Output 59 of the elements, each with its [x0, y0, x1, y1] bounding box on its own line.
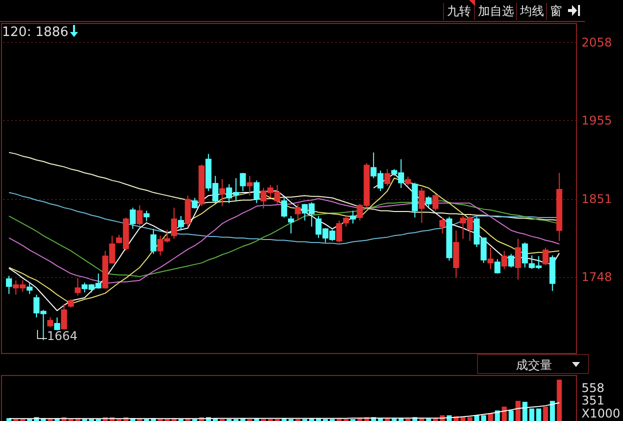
candlestick [508, 253, 514, 268]
bar [550, 400, 555, 421]
candlestick [281, 197, 288, 218]
bar [556, 380, 562, 421]
candlestick [515, 238, 522, 280]
y-tick-label: 558 [582, 380, 604, 395]
candlestick [501, 250, 508, 270]
candlestick [6, 275, 12, 294]
candlestick [426, 196, 432, 208]
candlestick [404, 176, 411, 186]
candlestick [294, 203, 301, 222]
candlestick [144, 210, 150, 222]
candlestick [542, 247, 549, 266]
bar [488, 413, 494, 421]
candlestick [432, 194, 438, 212]
text: 成交量 [516, 357, 552, 374]
candlestick [418, 188, 425, 224]
y-axis-title: X1000 [582, 406, 620, 420]
candlestick [60, 303, 67, 330]
candlestick [439, 217, 446, 234]
y-tick-label: 1748 [582, 270, 612, 284]
candlestick [384, 168, 390, 186]
annotation: 120: 1886 [2, 25, 78, 40]
candlestick [47, 316, 54, 328]
bar [522, 402, 528, 421]
text: 九转 [443, 3, 474, 20]
y-tick-label: 1955 [582, 113, 612, 128]
y-tick-label: 1851 [582, 192, 612, 206]
candlestick [171, 207, 178, 240]
candlestick [130, 207, 136, 230]
y-tick-label: 351 [582, 393, 604, 408]
candlestick [54, 316, 60, 331]
bar [508, 410, 514, 421]
candlestick [136, 204, 143, 226]
candlestick [74, 278, 81, 296]
bar [502, 406, 507, 421]
candlestick [488, 247, 494, 270]
bar [494, 410, 500, 421]
text: 加自选 [474, 3, 517, 20]
candlestick [26, 282, 33, 294]
y-tick-label: 2058 [582, 35, 612, 50]
candlestick [254, 180, 260, 204]
annotation: 1664 [46, 329, 78, 343]
candlestick [246, 175, 253, 196]
text: 窗 [546, 3, 565, 20]
candlestick [494, 258, 500, 274]
candlestick [219, 178, 226, 207]
candlestick [192, 197, 198, 209]
bar [516, 400, 521, 421]
candlestick [240, 172, 246, 192]
candlestick [178, 216, 184, 231]
bar [543, 406, 548, 421]
line-series [8, 402, 560, 420]
bar [467, 417, 472, 421]
bar [460, 417, 466, 421]
candlestick [350, 210, 356, 224]
candlestick [150, 228, 156, 254]
text: 均线 [516, 3, 547, 20]
candlestick [288, 216, 294, 234]
